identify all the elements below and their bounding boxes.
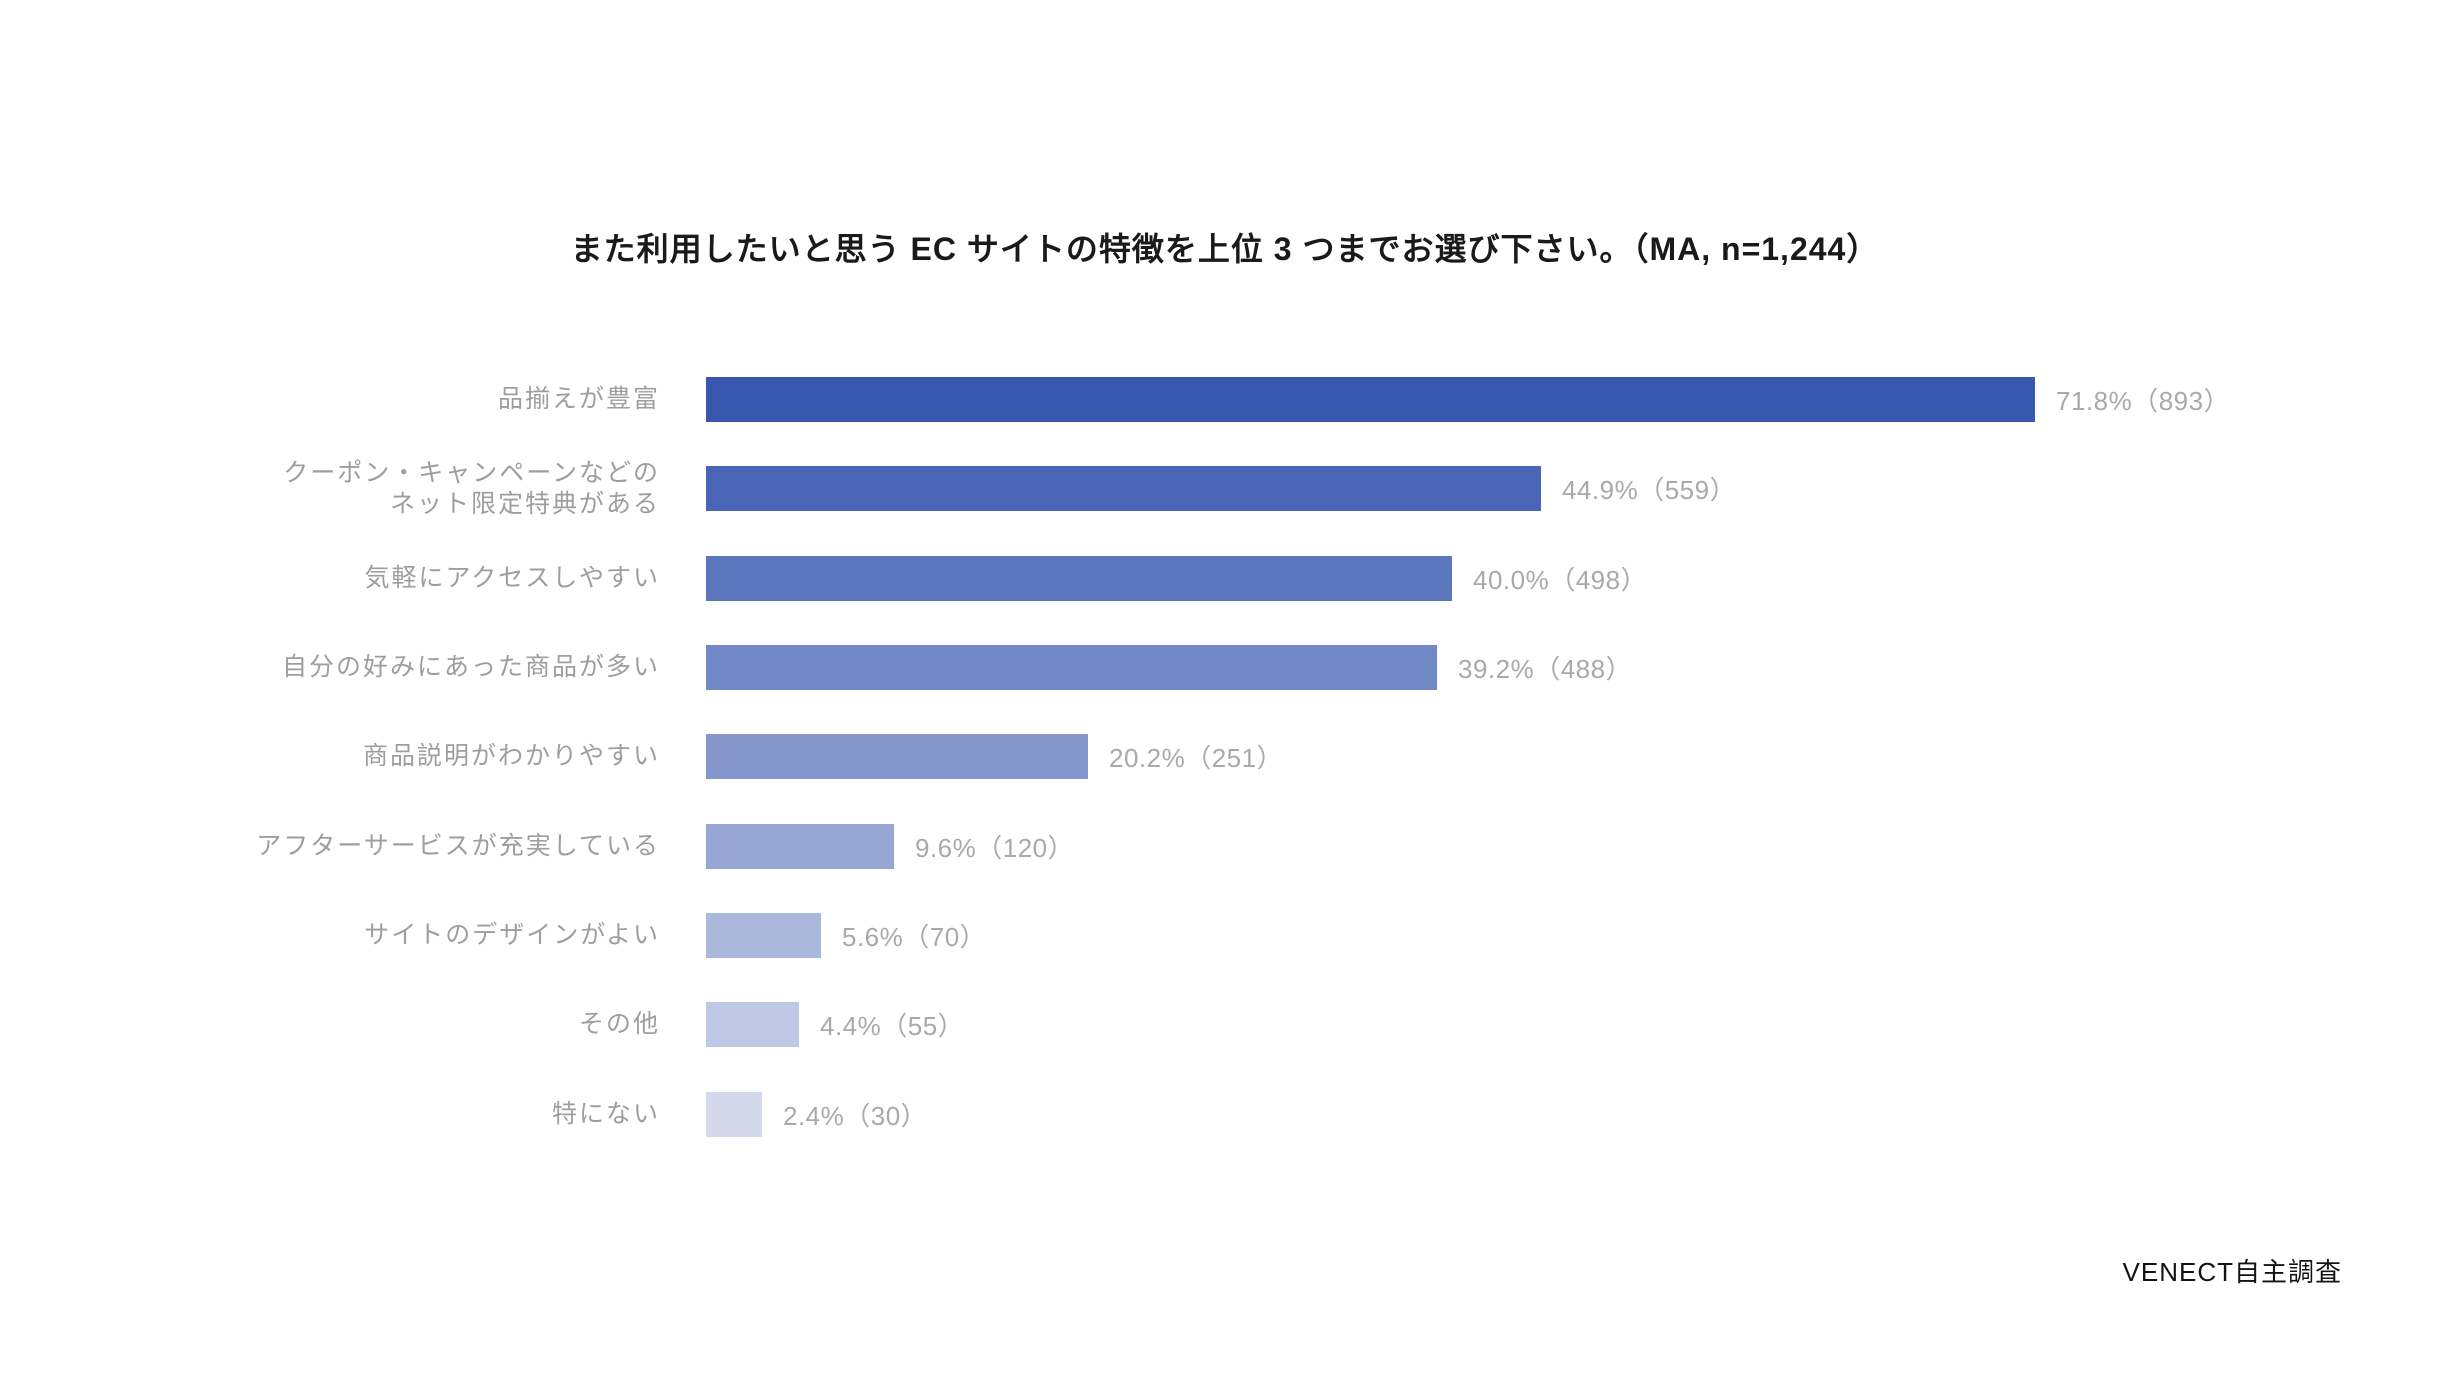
value-label: 4.4%（55） — [820, 1011, 965, 1042]
bar-track: 9.6%（120） — [706, 823, 2450, 869]
bar-track: 71.8%（893） — [706, 377, 2450, 423]
category-label: サイトのデザインがよい — [364, 920, 660, 949]
value-label: 71.8%（893） — [2056, 386, 2231, 417]
category-label: 特にない — [551, 1099, 660, 1128]
bar — [706, 645, 1437, 691]
bar-track: 39.2%（488） — [706, 645, 2450, 691]
bar-track: 4.4%（55） — [706, 1002, 2450, 1048]
bar-track: 40.0%（498） — [706, 555, 2450, 601]
bar-track: 5.6%（70） — [706, 912, 2450, 958]
value-label: 39.2%（488） — [1458, 654, 1633, 685]
category-label: 商品説明がわかりやすい — [362, 742, 660, 771]
chart-row: アフターサービスが充実している 9.6%（120） — [0, 801, 2450, 890]
category-label: 品揃えが豊富 — [497, 385, 660, 414]
bar — [706, 912, 821, 958]
bar — [706, 1002, 799, 1048]
bar-track: 20.2%（251） — [706, 734, 2450, 780]
bar — [706, 377, 2035, 423]
bar — [706, 823, 894, 869]
value-label: 40.0%（498） — [1473, 564, 1648, 595]
category-label: 自分の好みにあった商品が多い — [281, 653, 660, 682]
chart-row: 品揃えが豊富 71.8%（893） — [0, 355, 2450, 444]
bar — [706, 734, 1088, 780]
bar — [706, 1091, 762, 1137]
value-label: 2.4%（30） — [783, 1100, 928, 1131]
value-label: 44.9%（559） — [1562, 475, 1737, 506]
category-label: その他 — [578, 1010, 660, 1039]
value-label: 5.6%（70） — [842, 921, 987, 952]
chart-row: 自分の好みにあった商品が多い 39.2%（488） — [0, 623, 2450, 712]
bar-chart: 品揃えが豊富 71.8%（893） クーポン・キャンペーンなどの ネット限定特典があ… — [0, 355, 2450, 1159]
chart-row: 商品説明がわかりやすい 20.2%（251） — [0, 712, 2450, 801]
category-label: クーポン・キャンペーンなどの ネット限定特典がある — [283, 458, 660, 518]
chart-row: その他 4.4%（55） — [0, 980, 2450, 1069]
bar — [706, 555, 1452, 601]
bar-track: 44.9%（559） — [706, 466, 2450, 512]
chart-row: サイトのデザインがよい 5.6%（70） — [0, 891, 2450, 980]
value-label: 9.6%（120） — [915, 832, 1075, 863]
bar-track: 2.4%（30） — [706, 1091, 2450, 1137]
chart-row: クーポン・キャンペーンなどの ネット限定特典がある 44.9%（559） — [0, 444, 2450, 533]
source-credit: VENECT自主調査 — [2122, 1257, 2342, 1287]
chart-row: 気軽にアクセスしやすい 40.0%（498） — [0, 534, 2450, 623]
bar — [706, 466, 1541, 512]
category-label: 気軽にアクセスしやすい — [364, 563, 660, 592]
value-label: 20.2%（251） — [1109, 743, 1284, 774]
chart-title: また利用したいと思う EC サイトの特徴を上位 3 つまでお選び下さい。（MA,… — [570, 231, 1880, 267]
category-label: アフターサービスが充実している — [256, 831, 660, 860]
chart-row: 特にない 2.4%（30） — [0, 1069, 2450, 1158]
